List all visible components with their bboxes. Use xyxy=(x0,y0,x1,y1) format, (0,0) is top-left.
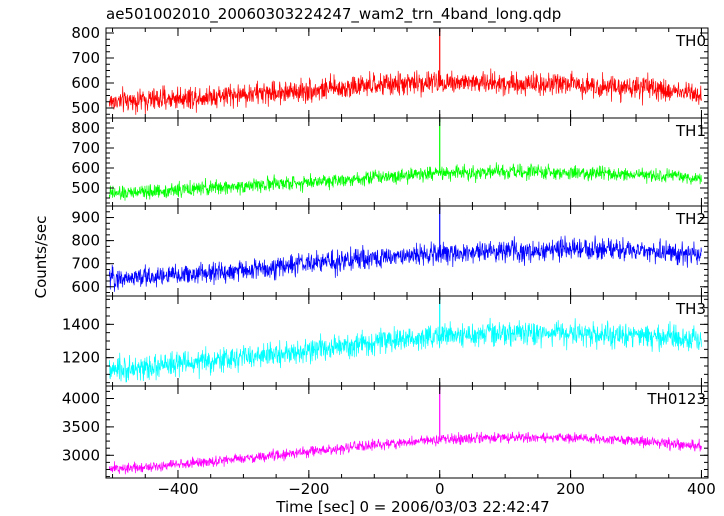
y-tick-label: 3500 xyxy=(62,418,100,436)
series-label-th0: TH0 xyxy=(675,32,706,50)
x-tick-label: −200 xyxy=(288,480,329,498)
series-line-th1 xyxy=(108,162,702,201)
series-line-th0 xyxy=(108,68,702,115)
panel-frame xyxy=(105,295,709,387)
panels-group: 500 600 700 800 TH0 500 600 700 800 TH1 600 700 800 9… xyxy=(62,24,709,479)
panel-th0: 500 600 700 800 TH0 xyxy=(71,24,709,119)
series-line-th2 xyxy=(108,235,702,292)
y-tick-label: 3000 xyxy=(62,446,100,464)
panel-th3: 1200 1400 TH3 xyxy=(62,295,709,387)
x-tick-label: −400 xyxy=(157,480,198,498)
y-tick-label: 800 xyxy=(71,24,100,42)
panel-th2: 600 700 800 900 TH2 xyxy=(71,205,709,297)
x-axis-label: Time [sec] 0 = 2006/03/03 22:42:47 xyxy=(275,498,549,516)
y-tick-label: 700 xyxy=(71,49,100,67)
chart-title: ae501002010_20060303224247_wam2_trn_4ban… xyxy=(106,5,561,24)
y-axis-label: Counts/sec xyxy=(32,216,50,299)
series-label-th1: TH1 xyxy=(675,122,706,140)
y-tick-label: 800 xyxy=(71,119,100,137)
y-tick-label: 500 xyxy=(71,179,100,197)
series-label-th2: TH2 xyxy=(675,210,706,228)
panel-th1: 500 600 700 800 TH1 xyxy=(71,117,709,207)
y-tick-label: 500 xyxy=(71,99,100,117)
panel-frame xyxy=(105,385,709,479)
y-tick-label: 4000 xyxy=(62,389,100,407)
panel-th0123: 3000 3500 4000 TH0123 xyxy=(62,385,709,479)
x-tick-label: 200 xyxy=(556,480,585,498)
x-tick-labels: −400 −200 0 200 400 xyxy=(157,480,715,498)
y-tick-label: 900 xyxy=(71,209,100,227)
y-tick-label: 1400 xyxy=(62,315,100,333)
y-tick-label: 800 xyxy=(71,232,100,250)
y-tick-label: 600 xyxy=(71,159,100,177)
series-line-th0123 xyxy=(108,431,702,475)
series-line-th3 xyxy=(108,317,702,383)
x-tick-label: 400 xyxy=(687,480,716,498)
y-tick-label: 600 xyxy=(71,278,100,296)
y-tick-label: 1200 xyxy=(62,349,100,367)
panel-frame xyxy=(105,117,709,207)
series-label-th0123: TH0123 xyxy=(646,390,706,408)
series-label-th3: TH3 xyxy=(675,300,706,318)
x-tick-label: 0 xyxy=(435,480,445,498)
y-tick-label: 700 xyxy=(71,255,100,273)
y-tick-label: 600 xyxy=(71,74,100,92)
y-tick-label: 700 xyxy=(71,139,100,157)
